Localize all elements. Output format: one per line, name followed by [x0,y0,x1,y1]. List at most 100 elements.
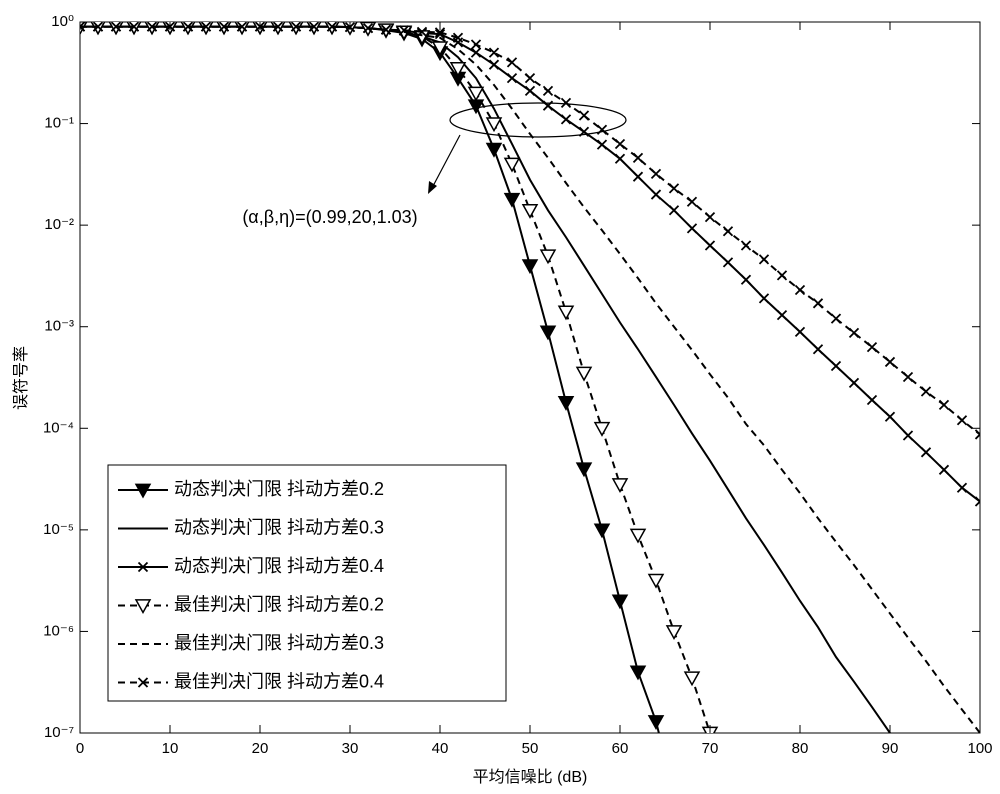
marker [524,73,536,84]
marker [506,73,518,84]
y-tick-label: 10⁻³ [44,318,74,335]
y-tick-label: 10⁻¹ [44,115,74,132]
x-axis-label: 平均信噪比 (dB) [473,768,588,786]
marker [434,28,446,40]
x-tick-label: 20 [252,740,269,757]
marker [683,671,701,687]
marker [290,22,302,32]
x-tick-label: 40 [432,740,449,757]
marker [974,496,980,507]
marker [647,715,665,730]
marker [146,22,158,32]
legend-label: 最佳判决门限 抖动方差0.4 [174,671,384,691]
y-tick-label: 10⁰ [51,13,74,30]
marker [686,223,698,234]
marker [902,430,914,441]
marker [452,37,464,48]
y-tick-label: 10⁻⁶ [43,622,74,639]
marker [128,22,140,32]
marker [848,377,860,389]
x-tick-label: 70 [702,740,719,757]
marker [218,22,230,32]
marker [416,26,428,37]
x-tick-label: 80 [792,740,809,757]
x-tick-label: 90 [882,740,899,757]
marker [632,171,644,182]
legend-marker [137,561,149,573]
marker [848,327,860,338]
marker [470,39,482,50]
marker [488,47,500,58]
marker [776,310,788,321]
x-tick-label: 50 [522,740,539,757]
marker [614,138,626,150]
marker [80,22,86,32]
marker [722,257,734,268]
marker [503,157,521,173]
marker [182,22,194,32]
marker [611,594,629,610]
legend-label: 最佳判决门限 抖动方差0.2 [174,594,384,614]
marker [704,211,716,223]
marker [503,192,521,208]
marker [884,411,896,422]
marker [740,274,752,285]
marker [560,114,572,125]
marker [668,183,680,194]
x-tick-label: 60 [612,740,629,757]
marker [866,394,878,406]
marker [938,399,950,411]
marker [650,168,662,179]
marker [956,415,968,426]
legend-marker [134,599,152,615]
x-tick-label: 0 [76,740,84,757]
marker [593,421,611,437]
marker [938,464,950,475]
marker [866,341,878,353]
x-tick-label: 10 [162,740,179,757]
marker [485,117,503,133]
annotation-arrow [431,134,461,189]
marker [721,778,735,791]
marker [830,360,842,372]
marker [449,61,467,77]
marker [110,22,122,32]
marker [575,366,593,382]
marker [200,22,212,32]
marker [575,462,593,478]
annotation: (α,β,η)=(0.99,20,1.03) [242,207,417,227]
marker [470,47,482,58]
marker [488,59,500,70]
marker [434,27,446,38]
marker [704,240,716,251]
marker [740,240,752,251]
marker [668,205,680,216]
marker [722,226,734,237]
y-axis-label: 误符号率 [12,346,30,410]
marker [272,22,284,32]
legend-label: 动态判决门限 抖动方差0.3 [174,517,384,537]
marker [667,789,681,794]
marker [308,22,320,32]
marker [665,625,683,640]
marker [758,254,770,265]
marker [812,298,824,309]
marker [380,24,392,35]
marker [593,523,611,539]
marker [506,57,518,68]
marker [596,139,608,150]
marker [521,259,539,275]
x-tick-label: 30 [342,740,359,757]
marker [398,25,410,36]
marker [614,153,626,164]
marker [776,270,788,281]
marker [542,85,554,96]
marker [812,344,824,355]
marker [647,573,665,589]
marker [758,293,770,304]
marker [632,152,644,163]
marker [974,429,980,440]
marker [557,305,575,321]
annotation-ellipse [449,102,627,138]
